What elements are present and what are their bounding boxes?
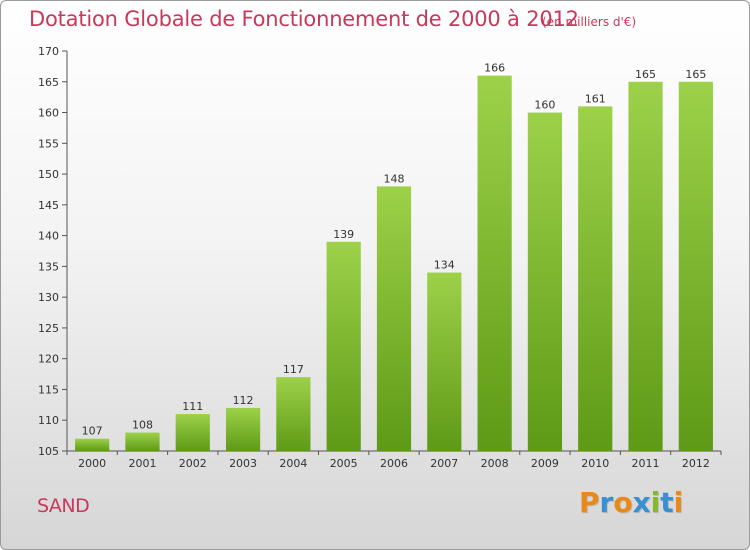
bar	[376, 186, 412, 451]
y-axis: 105 110 115 120 125 130 135 140 145 150 155 160 165 1…	[38, 45, 68, 458]
y-tick-label: 105	[38, 445, 59, 458]
bar-value-label: 166	[484, 62, 505, 75]
x-tick-label: 2008	[481, 457, 509, 470]
logo-letter: i	[650, 486, 661, 519]
bar	[578, 106, 613, 451]
bar-value-label: 139	[333, 228, 354, 241]
bar	[225, 407, 261, 451]
bar-value-label: 161	[585, 92, 606, 105]
y-tick-label: 110	[38, 414, 59, 427]
bar-value-label: 107	[82, 425, 103, 438]
x-tick-label: 2006	[380, 457, 408, 470]
x-tick-label: 2012	[682, 457, 710, 470]
bar	[75, 438, 110, 451]
x-tick-label: 2002	[179, 457, 207, 470]
bar-value-label: 111	[182, 400, 203, 413]
bar	[175, 414, 210, 451]
bar-value-label: 148	[384, 172, 405, 185]
x-tick-label: 2001	[128, 457, 156, 470]
bar-value-label: 108	[132, 419, 153, 432]
bar-value-label: 160	[534, 99, 555, 112]
bar	[326, 241, 361, 451]
bars: 107 108 111 112 117 139 148 134 166 160 161 165 165	[75, 62, 713, 452]
y-tick-label: 120	[38, 353, 59, 366]
logo-letter: o	[613, 486, 633, 519]
logo-letter: t	[660, 486, 674, 519]
x-tick-label: 2010	[581, 457, 609, 470]
x-tick-label: 2004	[279, 457, 307, 470]
y-tick-label: 135	[38, 260, 59, 273]
place-name: SAND	[37, 495, 90, 517]
y-tick-label: 170	[38, 45, 59, 58]
y-tick-label: 160	[38, 107, 59, 120]
logo-letter: r	[599, 486, 614, 519]
y-tick-label: 140	[38, 230, 59, 243]
bar-value-label: 165	[635, 68, 656, 81]
y-tick-label: 115	[38, 383, 59, 396]
bar	[427, 272, 462, 451]
y-tick-label: 130	[38, 291, 59, 304]
proxiti-logo[interactable]: Proxiti	[579, 486, 683, 519]
x-tick-label: 2000	[78, 457, 106, 470]
bar	[628, 81, 663, 452]
bar	[125, 432, 160, 451]
bar-value-label: 112	[233, 394, 254, 407]
y-tick-label: 165	[38, 76, 59, 89]
logo-letter: i	[673, 486, 684, 519]
logo-letter: x	[632, 486, 651, 519]
bar-value-label: 165	[685, 68, 706, 81]
y-tick-label: 150	[38, 168, 59, 181]
y-tick-label: 125	[38, 322, 59, 335]
x-tick-label: 2011	[632, 457, 660, 470]
x-axis: 2000 2001 2002 2003 2004 2005 2006 2007 2008 2009…	[66, 450, 722, 470]
bar	[477, 75, 512, 451]
y-tick-label: 155	[38, 137, 59, 150]
x-tick-label: 2005	[330, 457, 358, 470]
bar-value-label: 117	[283, 363, 304, 376]
x-tick-label: 2003	[229, 457, 257, 470]
logo-letter: P	[579, 486, 600, 519]
bar-value-label: 134	[434, 259, 455, 272]
bar	[276, 377, 311, 451]
x-tick-label: 2009	[531, 457, 559, 470]
bar	[527, 112, 563, 452]
bar	[678, 81, 713, 452]
y-tick-label: 145	[38, 199, 59, 212]
chart-title: Dotation Globale de Fonctionnement de 20…	[29, 7, 579, 31]
x-tick-label: 2007	[430, 457, 458, 470]
chart-unit: (en milliers d'€)	[542, 15, 637, 29]
